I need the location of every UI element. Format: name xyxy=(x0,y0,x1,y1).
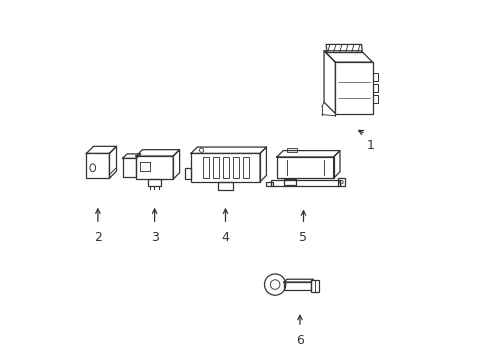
Bar xyxy=(372,95,378,103)
Bar xyxy=(191,153,260,182)
Bar xyxy=(213,157,219,178)
Text: 3: 3 xyxy=(151,231,159,244)
Bar xyxy=(266,182,272,186)
Bar xyxy=(311,280,319,292)
Bar xyxy=(338,177,345,186)
Bar xyxy=(185,168,191,179)
Bar xyxy=(136,156,173,179)
Bar xyxy=(203,157,209,178)
Bar xyxy=(277,157,334,178)
Bar xyxy=(335,62,372,113)
Bar xyxy=(148,179,161,186)
Text: 5: 5 xyxy=(299,231,308,244)
Text: 4: 4 xyxy=(221,231,229,244)
Text: 6: 6 xyxy=(296,334,304,347)
Bar xyxy=(122,158,136,177)
Bar xyxy=(223,157,229,178)
Bar xyxy=(284,179,296,185)
Bar xyxy=(287,148,297,152)
Bar xyxy=(372,73,378,81)
Bar xyxy=(233,157,239,178)
Bar xyxy=(219,182,233,190)
Text: 2: 2 xyxy=(94,231,102,244)
Bar xyxy=(372,84,378,92)
Bar xyxy=(243,157,249,178)
Bar xyxy=(284,282,311,290)
Text: 1: 1 xyxy=(367,139,375,152)
Bar xyxy=(270,180,340,186)
Bar xyxy=(86,153,109,178)
